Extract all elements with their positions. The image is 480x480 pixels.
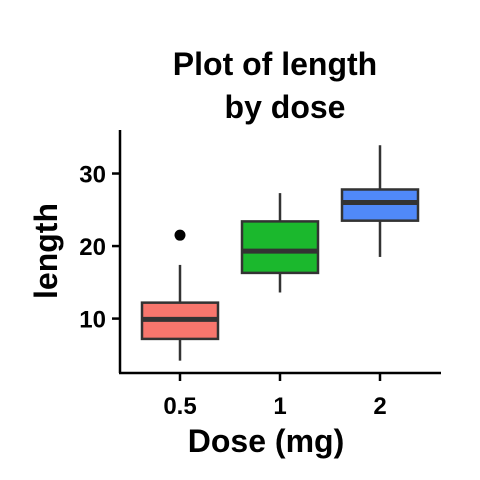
chart-title-line-2: by dose (225, 89, 346, 125)
x-axis-title: Dose (mg) (188, 423, 344, 459)
box-group-1 (240, 193, 320, 293)
y-tick-label: 20 (79, 234, 106, 261)
x-tick-label: 2 (373, 393, 386, 420)
iqr-box (240, 220, 320, 275)
y-tick-label: 10 (79, 307, 106, 334)
x-tick-label: 0.5 (163, 393, 196, 420)
y-axis-ticks: 10 20 30 (79, 162, 120, 334)
box-group-0.5 (140, 229, 220, 361)
x-tick-label: 1 (273, 393, 286, 420)
outlier-point (174, 229, 186, 241)
y-axis-title: length (28, 203, 64, 299)
chart-title-line-1: Plot of length (173, 46, 377, 82)
plot-area (140, 145, 420, 361)
iqr-box (340, 188, 420, 222)
x-axis-ticks: 0.5 1 2 (163, 373, 387, 420)
box-group-2 (340, 145, 420, 257)
y-tick-label: 30 (79, 162, 106, 189)
